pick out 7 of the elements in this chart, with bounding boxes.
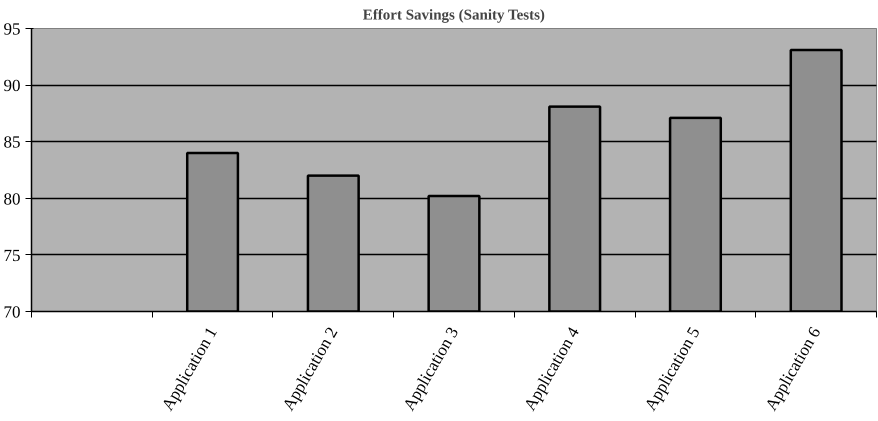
y-tick-label: 95 [4, 20, 20, 38]
y-tick-label: 75 [4, 246, 20, 265]
y-tick-label: 70 [4, 302, 20, 322]
y-tick-label: 90 [4, 76, 20, 96]
y-tick-label: 85 [4, 132, 20, 152]
y-tick-label: 80 [4, 189, 20, 208]
chart-title: Effort Savings (Sanity Tests) [362, 8, 545, 24]
